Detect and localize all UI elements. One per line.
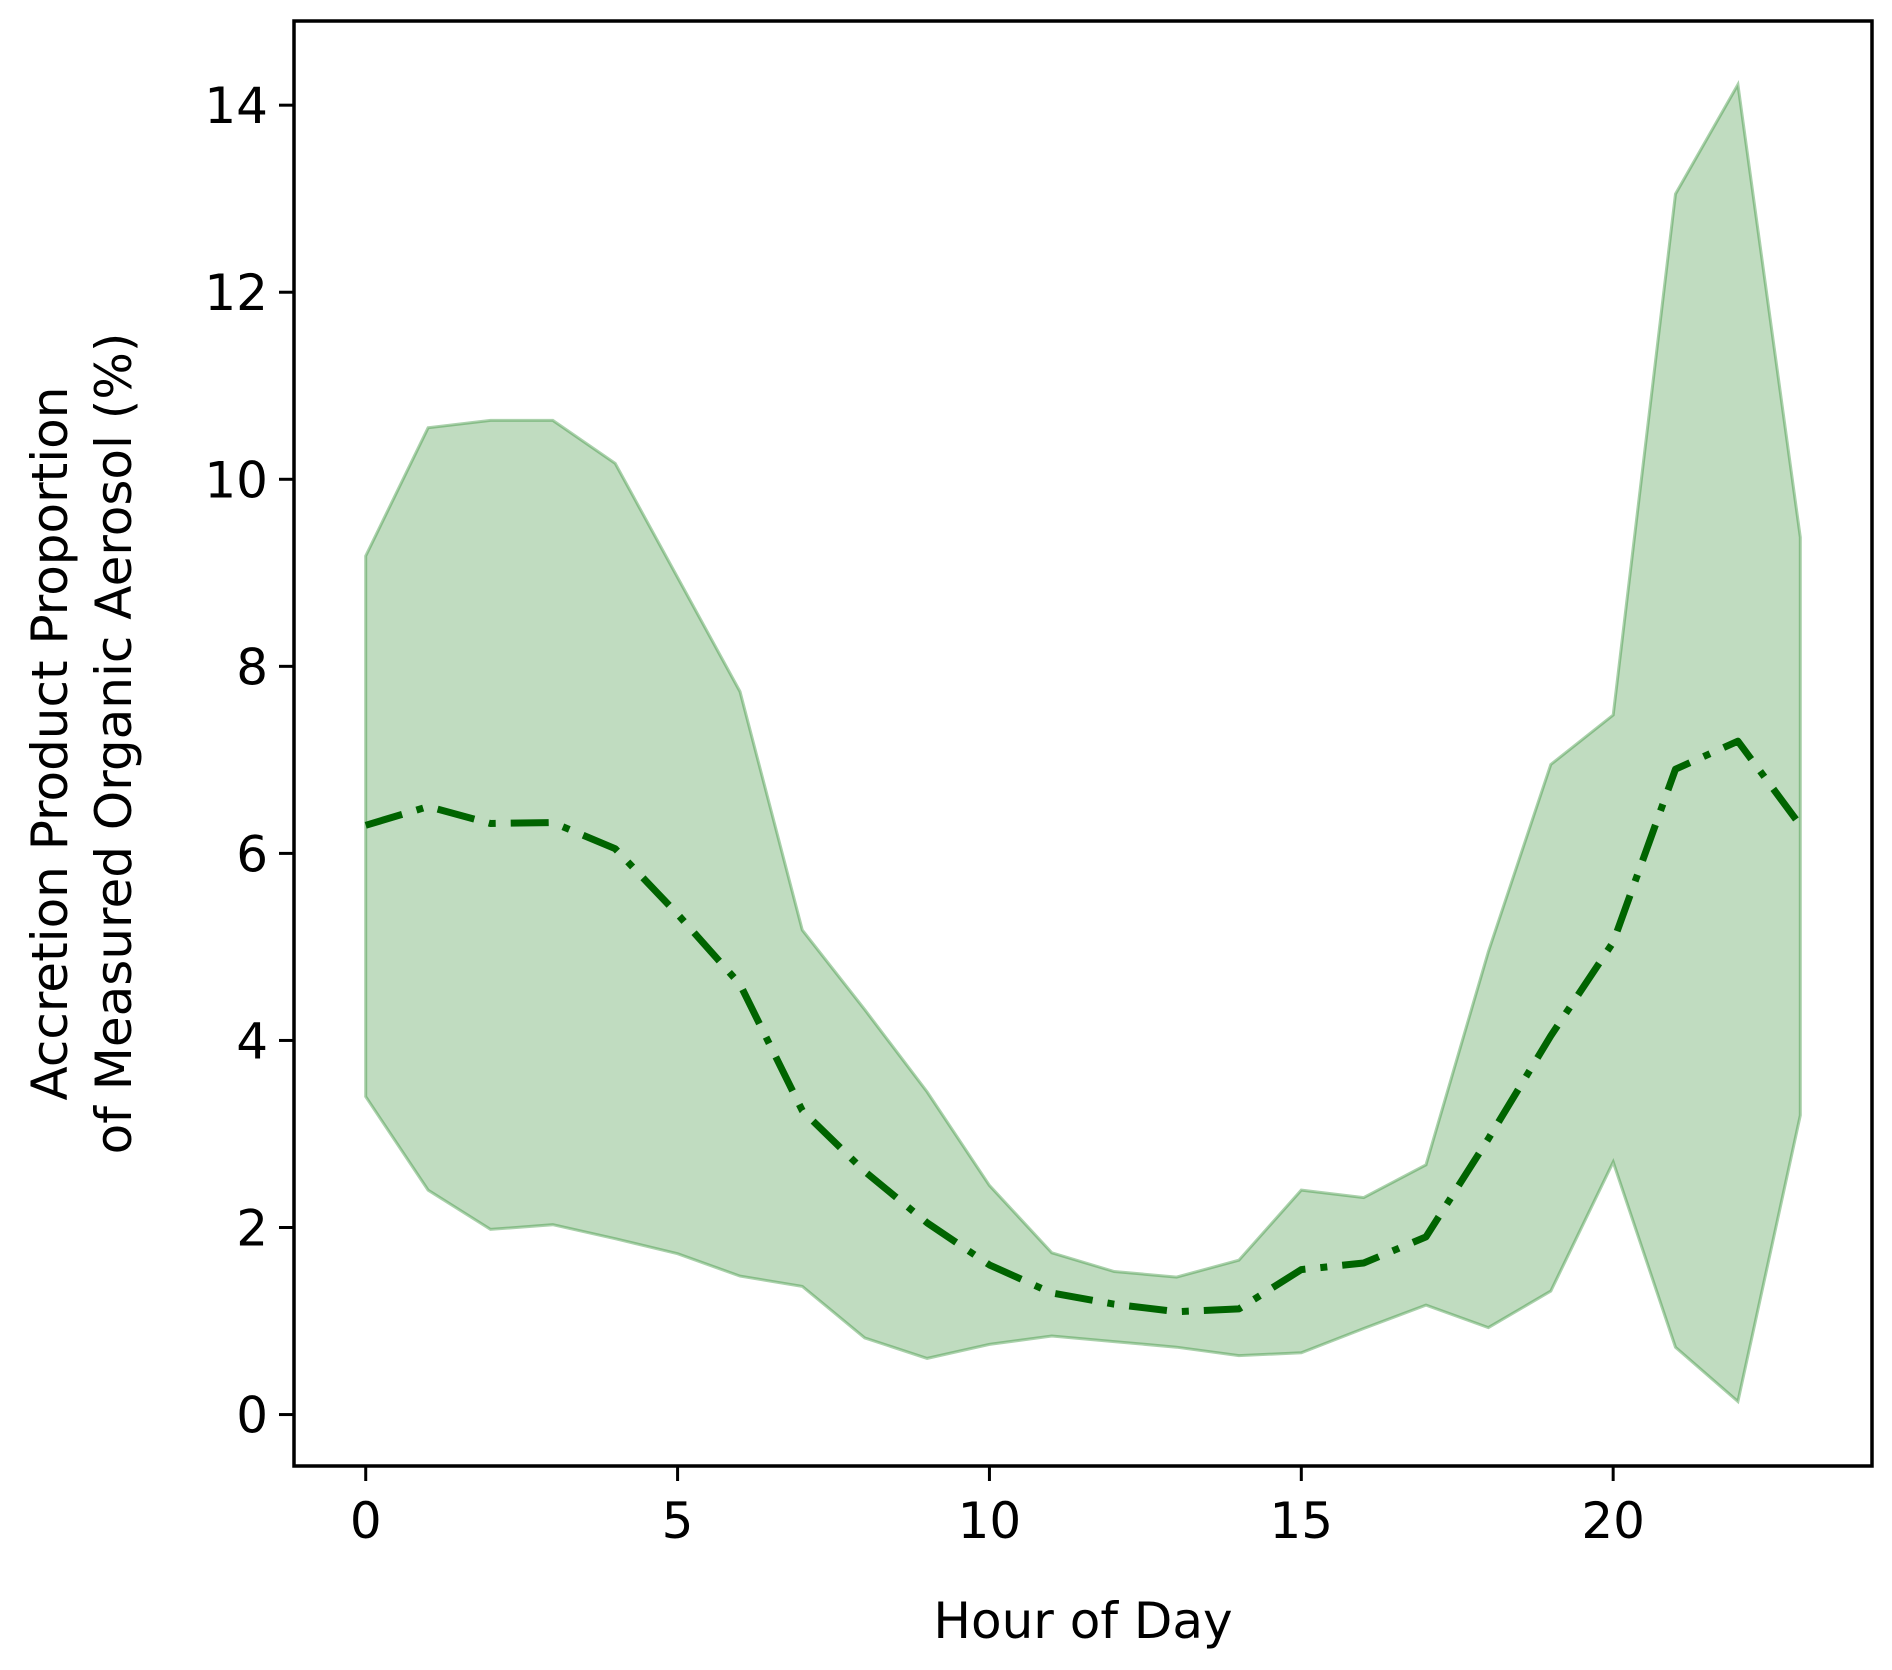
- plot-area: [364, 80, 1804, 1405]
- y-tick-label: 4: [236, 1012, 268, 1070]
- y-tick-label: 8: [236, 638, 268, 696]
- y-axis-label-line-2: of Measured Organic Aerosol (%): [85, 333, 143, 1155]
- y-tick-label: 0: [236, 1387, 268, 1445]
- y-tick-label: 12: [204, 264, 268, 322]
- x-tick-label: 10: [958, 1492, 1022, 1550]
- y-tick-label: 2: [236, 1200, 268, 1258]
- x-tick-label: 0: [350, 1492, 382, 1550]
- x-axis: 0 5 10 15 20: [350, 1466, 1645, 1550]
- x-tick-label: 15: [1269, 1492, 1333, 1550]
- confidence-band: [364, 80, 1802, 1405]
- y-tick-label: 6: [236, 825, 268, 883]
- mean-line: [364, 737, 1804, 1316]
- x-axis-label: Hour of Day: [933, 1592, 1232, 1650]
- y-axis: 0 2 4 6 8 10 12 14: [204, 77, 294, 1445]
- y-tick-label: 10: [204, 451, 268, 509]
- x-tick-label: 5: [662, 1492, 694, 1550]
- plot-frame: [292, 19, 1874, 1468]
- x-tick-label: 20: [1581, 1492, 1645, 1550]
- y-axis-label-line-1: Accretion Product Proportion: [21, 387, 79, 1101]
- y-tick-label: 14: [204, 77, 268, 135]
